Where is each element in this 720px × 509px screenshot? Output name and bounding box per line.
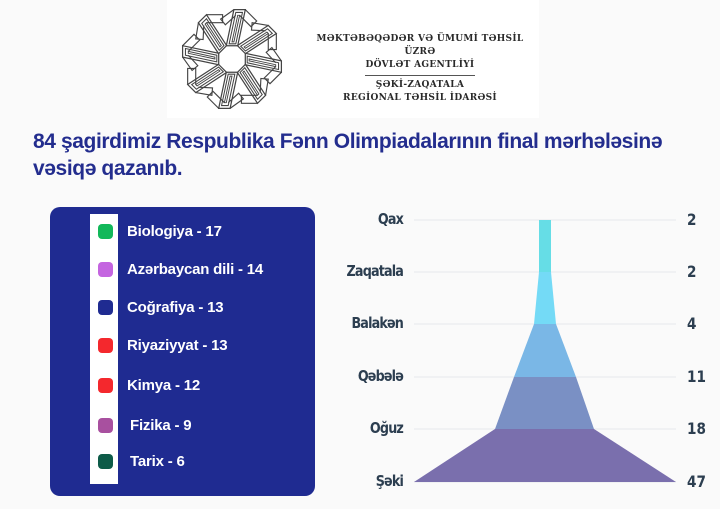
subject-label: Azərbaycan dili - 14 [127,261,264,278]
funnel-segment-zaqatala [534,272,556,324]
subject-label: Coğrafiya - 13 [127,299,224,316]
subject-label: Biologiya - 17 [127,223,222,240]
agency-line-3: ŞƏKİ-ZAQATALA [375,80,465,90]
subject-item-kimya: Kimya - 12 [50,374,315,398]
region-label-qebele: Qəbələ [357,367,404,385]
region-label-zaqatala: Zaqatala [346,262,404,280]
bullet-icon [98,262,113,277]
funnel-graphic [414,219,676,483]
subject-item-biologiya: Biologiya - 17 [50,220,315,244]
agency-line-1: MƏKTƏBƏQƏDƏR VƏ ÜMUMİ TƏHSİL ÜZRƏ [316,34,524,57]
subject-item-fizika: Fizika - 9 [50,414,315,438]
region-value-zaqatala: 2 [687,262,697,281]
funnel-segment-balaken [514,324,576,377]
region-value-oguz: 18 [687,419,706,438]
regions-funnel-chart: Qax Zaqatala Balakən Qəbələ Oğuz Şəki 2 … [330,200,720,500]
subject-label: Tarix - 6 [130,453,185,470]
agency-logo-banner: MƏKTƏBƏQƏDƏR VƏ ÜMUMİ TƏHSİL ÜZRƏ DÖVLƏT… [167,0,539,118]
region-label-balaken: Balakən [351,314,403,332]
region-value-seki: 47 [687,472,706,491]
region-value-qebele: 11 [687,367,706,386]
region-label-oguz: Oğuz [369,419,404,437]
agency-divider [365,75,475,76]
bullet-icon [98,378,113,393]
funnel-segment-oguz [414,429,676,482]
snowflake-emblem-icon [178,5,286,113]
page-headline: 84 şagirdimiz Respublika Fənn Olimpiadal… [33,130,663,180]
agency-line-2: DÖVLƏT AGENTLİYİ [365,60,475,70]
subject-label: Riyaziyyat - 13 [127,337,228,354]
agency-name: MƏKTƏBƏQƏDƏR VƏ ÜMUMİ TƏHSİL ÜZRƏ DÖVLƏT… [302,33,538,105]
bullet-icon [98,418,113,433]
region-value-qax: 2 [687,210,697,229]
agency-line-4: REGİONAL TƏHSİL İDARƏSİ [343,93,497,103]
subject-item-tarix: Tarix - 6 [50,450,315,474]
region-label-qax: Qax [377,210,404,228]
funnel-segment-qebele [495,377,594,429]
bullet-icon [98,454,113,469]
funnel-segment-qax [539,220,551,272]
subject-item-azerbaycan-dili: Azərbaycan dili - 14 [50,258,315,282]
region-label-seki: Şəki [375,472,404,490]
subjects-panel: Biologiya - 17 Azərbaycan dili - 14 Coğr… [50,207,315,496]
subject-item-cografiya: Coğrafiya - 13 [50,296,315,320]
subject-label: Kimya - 12 [127,377,201,394]
subject-label: Fizika - 9 [130,417,192,434]
bullet-icon [98,224,113,239]
region-value-balaken: 4 [687,314,697,333]
bullet-icon [98,338,113,353]
bullet-icon [98,300,113,315]
subject-item-riyaziyyat: Riyaziyyat - 13 [50,334,315,358]
